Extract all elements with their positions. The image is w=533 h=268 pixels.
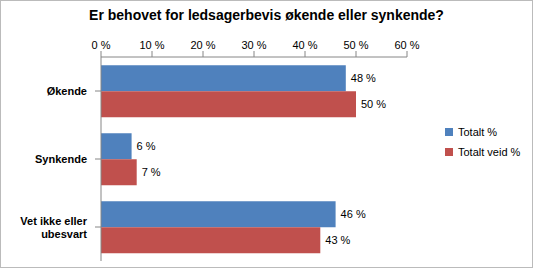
svg-text:Økende: Økende [47, 85, 87, 97]
svg-text:50 %: 50 % [361, 98, 386, 110]
html-text:Totalt %: Totalt % [458, 126, 498, 138]
svg-text:Synkende: Synkende [35, 153, 87, 165]
svg-text:6 %: 6 % [137, 140, 156, 152]
svg-text:7 %: 7 % [142, 166, 161, 178]
svg-text:30 %: 30 % [241, 39, 266, 51]
svg-text:60 %: 60 % [394, 39, 419, 51]
svg-text:10 %: 10 % [139, 39, 164, 51]
svg-text:43 %: 43 % [325, 234, 350, 246]
svg-text:50 %: 50 % [343, 39, 368, 51]
html-text:Totalt veid %: Totalt veid % [458, 146, 521, 158]
svg-text:Vet ikke ellerubesvart: Vet ikke ellerubesvart [20, 215, 87, 240]
svg-text:48 %: 48 % [351, 72, 376, 84]
svg-text:20 %: 20 % [190, 39, 215, 51]
html-text:Er behovet for ledsagerbevis ø: Er behovet for ledsagerbevis økende elle… [89, 7, 444, 23]
svg-text:40 %: 40 % [292, 39, 317, 51]
svg-text:0 %: 0 % [92, 39, 111, 51]
svg-text:46 %: 46 % [341, 208, 366, 220]
